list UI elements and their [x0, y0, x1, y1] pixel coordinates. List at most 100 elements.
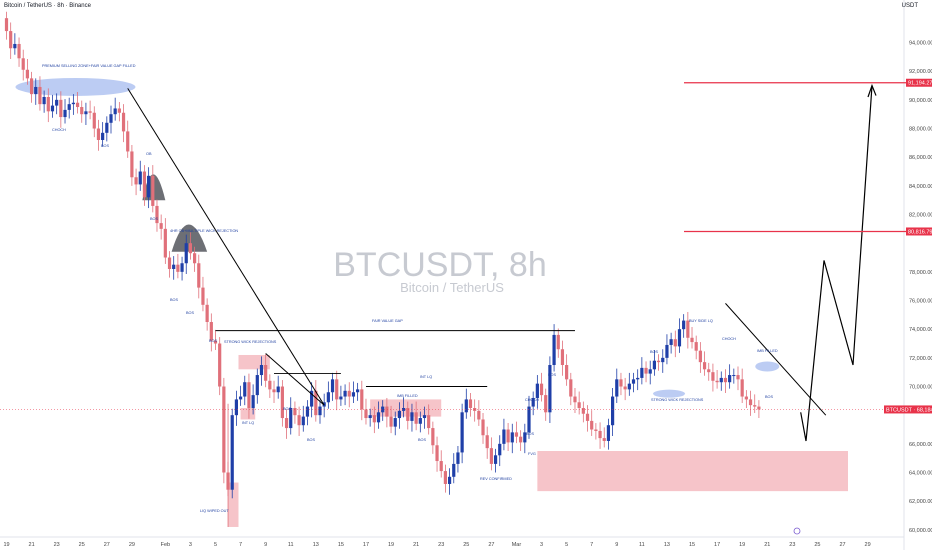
candle-body: [193, 253, 197, 264]
candle-body: [55, 99, 59, 106]
candle-body: [234, 399, 238, 416]
candle-body: [631, 379, 636, 384]
candle-body: [13, 43, 17, 49]
chart-annotation: BUY SIDE LQ: [689, 319, 713, 323]
candle-body: [121, 112, 126, 132]
candle-body: [581, 408, 585, 414]
ob-4hr-hump: [171, 224, 208, 252]
candle-body: [736, 375, 740, 380]
y-tick-label: 86,000.00: [909, 155, 932, 161]
demand-zone: [537, 451, 848, 492]
candle-body: [159, 223, 163, 229]
candle-body: [167, 257, 172, 269]
candle-body: [318, 406, 322, 416]
candle-body: [105, 122, 109, 133]
last-price-tag: [884, 405, 932, 414]
level-tag-label: 80,816.79: [908, 229, 932, 235]
event-marker-icon: [793, 527, 801, 535]
candle-body: [686, 320, 690, 338]
candle-body: [560, 349, 565, 366]
chart-annotation: STRONG WICK REJECTIONS: [651, 398, 704, 402]
candle-body: [744, 396, 748, 400]
y-tick-label: 64,000.00: [909, 471, 932, 477]
candle-body: [527, 406, 531, 433]
y-tick-label: 92,000.00: [909, 69, 932, 75]
candle-body: [92, 112, 96, 129]
x-tick-label: 19: [3, 542, 9, 548]
x-tick-label: Mar: [512, 542, 522, 548]
chart-annotation: BOS: [650, 350, 658, 354]
chart-annotation: BOS: [170, 298, 178, 302]
candle-body: [502, 429, 506, 444]
y-tick-label: 84,000.00: [909, 184, 932, 190]
candle-body: [498, 443, 502, 456]
candle-body: [297, 415, 301, 426]
chart-annotation: CHOCH: [52, 128, 66, 132]
candle-body: [247, 382, 251, 409]
chart-annotation: INT LQ: [242, 421, 254, 425]
candle-body: [468, 399, 473, 409]
x-tick-label: 25: [463, 542, 469, 548]
candle-body: [335, 379, 339, 400]
candle-body: [594, 429, 598, 431]
candle-body: [293, 408, 297, 416]
candle-body: [489, 448, 493, 464]
candle-body: [753, 405, 757, 407]
candle-body: [188, 243, 193, 254]
candle-body: [351, 392, 356, 397]
candle-body: [280, 386, 284, 419]
candle-body: [80, 107, 84, 115]
candle-body: [569, 379, 573, 397]
candle-body: [339, 396, 343, 400]
x-tick-label: 17: [714, 542, 720, 548]
candle-body: [17, 43, 21, 59]
candle-body: [640, 367, 644, 378]
candle-body: [314, 390, 318, 416]
candle-body: [535, 383, 539, 398]
x-tick-label: 27: [104, 542, 110, 548]
y-tick-label: 88,000.00: [909, 127, 932, 133]
chart-annotation: BOS: [186, 311, 194, 315]
candle-body: [147, 175, 151, 198]
y-tick-label: 74,000.00: [909, 327, 932, 333]
candle-body: [652, 360, 656, 370]
candle-body: [410, 412, 414, 421]
candle-body: [548, 365, 552, 413]
x-tick-label: 25: [79, 542, 85, 548]
y-tick-label: 94,000.00: [909, 41, 932, 47]
x-tick-label: 19: [739, 542, 745, 548]
candle-body: [385, 406, 389, 417]
candle-body: [67, 104, 71, 110]
symbol-header: Bitcoin / TetherUS · 8h · Binance: [4, 3, 91, 9]
candle-body: [677, 329, 682, 347]
chart-annotation: BOS: [283, 407, 291, 411]
candle-body: [218, 343, 222, 387]
candle-body: [397, 410, 402, 419]
x-tick-label: 17: [363, 542, 369, 548]
candle-body: [29, 78, 34, 95]
candle-body: [368, 415, 372, 419]
candle-body: [552, 334, 556, 366]
candle-body: [163, 228, 167, 258]
candle-body: [481, 419, 485, 436]
chart-annotation: BOS: [150, 217, 158, 221]
candle-body: [46, 96, 50, 112]
premium-zone-ellipse: [15, 77, 136, 96]
candle-body: [364, 409, 368, 419]
candle-body: [510, 432, 514, 443]
candle-body: [644, 367, 648, 374]
candle-body: [176, 264, 180, 272]
zone-liq-wiped: [228, 482, 239, 527]
y-tick-label: 72,000.00: [909, 356, 932, 362]
chart-annotation: BOS: [418, 438, 426, 442]
candle-body: [665, 344, 669, 358]
candle-body: [113, 108, 117, 115]
x-tick-label: Feb: [161, 542, 170, 548]
candle-body: [673, 339, 677, 347]
candle-body: [301, 416, 305, 426]
candle-body: [71, 102, 75, 105]
candle-body: [728, 375, 732, 383]
watermark-title: BTCUSDT, 8h: [333, 246, 547, 284]
candle-body: [669, 339, 673, 345]
chart-annotation: FAIR VALUE GAP: [372, 319, 403, 323]
